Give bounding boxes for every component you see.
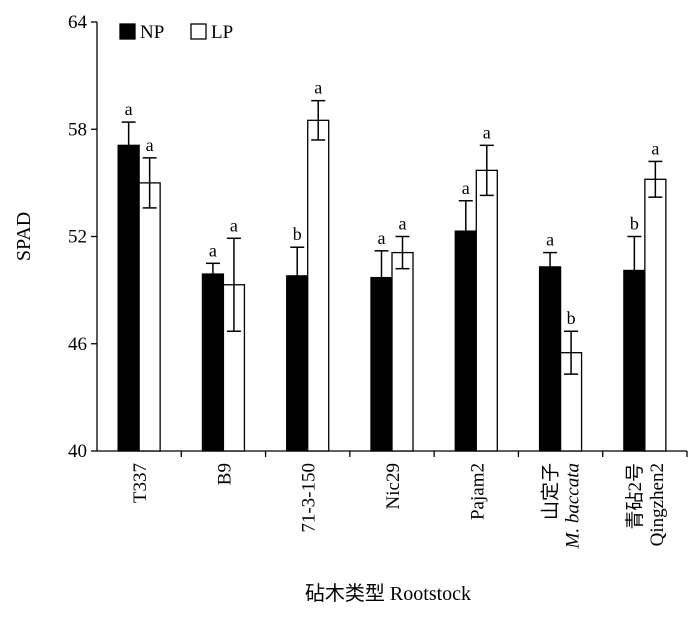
bar	[307, 119, 330, 452]
x-tick-label: Pajam2	[467, 463, 488, 520]
x-tick-label: T337	[130, 463, 151, 503]
bar	[454, 230, 477, 452]
bar	[644, 178, 667, 452]
x-axis-title: 砧木类型 Rootstock	[305, 582, 471, 605]
bar	[538, 266, 562, 452]
y-tick-label: 58	[68, 119, 87, 140]
significance-label: a	[378, 228, 386, 248]
significance-label: a	[651, 138, 659, 158]
legend-label: NP	[140, 22, 164, 43]
y-axis-title: SPAD	[13, 212, 35, 261]
x-tick-label: Qingzhen2	[647, 463, 668, 546]
significance-label: a	[462, 178, 470, 198]
x-tick-label: 青砧2号	[624, 463, 646, 530]
significance-label: a	[399, 214, 407, 234]
significance-label: b	[567, 308, 576, 328]
x-tick-label: M. baccata	[563, 463, 584, 549]
significance-label: b	[630, 214, 639, 234]
significance-label: b	[293, 224, 302, 244]
significance-label: a	[314, 78, 322, 98]
significance-label: a	[125, 99, 133, 119]
axes: 40 46 52 58 64 T337 B9 71-3-150 Nic29 Pajam2 山定子 M.…	[68, 12, 688, 549]
x-tick-label: 71-3-150	[299, 463, 320, 533]
significance-label: a	[230, 215, 238, 235]
y-tick-label: 64	[68, 12, 88, 33]
y-tick-label: 40	[68, 441, 87, 462]
significance-label: a	[146, 135, 154, 155]
x-tick-label: B9	[214, 463, 235, 485]
significance-label: a	[546, 230, 554, 250]
y-tick-label: 52	[68, 227, 87, 248]
y-tick-label: 46	[68, 334, 87, 355]
bar	[201, 273, 225, 452]
significance-label: a	[209, 240, 217, 260]
bar	[117, 144, 140, 452]
legend-label: LP	[211, 22, 233, 43]
legend: NP LP	[119, 22, 233, 43]
bar	[138, 182, 161, 452]
x-tick-label: Nic29	[383, 463, 404, 509]
bar	[475, 169, 498, 452]
legend-swatch	[119, 23, 136, 40]
x-tick-label: 山定子	[540, 463, 562, 520]
legend-swatch	[190, 23, 207, 40]
bar	[391, 251, 414, 452]
significance-label: a	[483, 122, 491, 142]
